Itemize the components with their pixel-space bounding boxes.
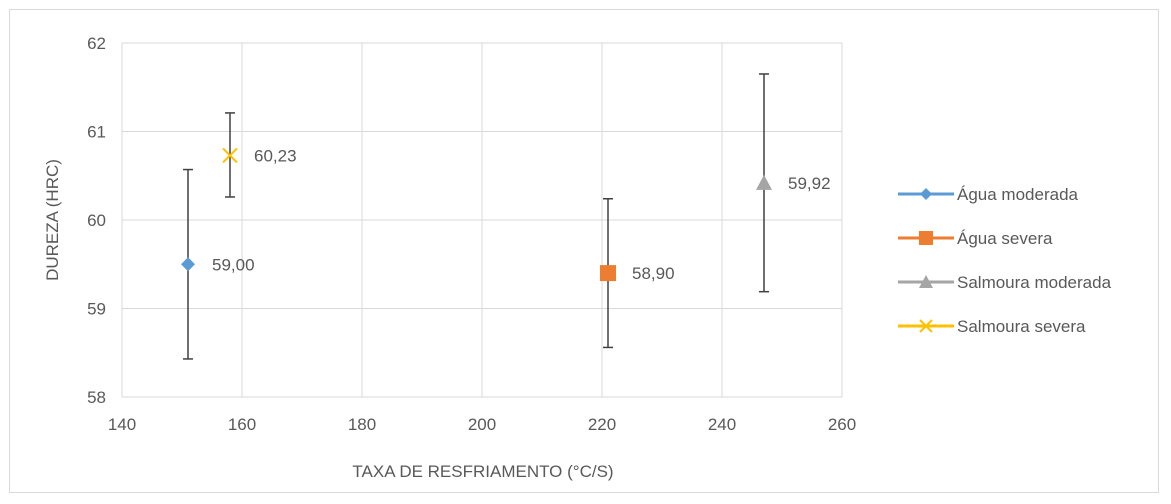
marker-diamond xyxy=(920,188,932,200)
y-tick-label: 60 xyxy=(87,211,106,230)
data-label: 60,23 xyxy=(254,146,297,165)
x-tick-label: 200 xyxy=(468,415,496,434)
data-label: 59,92 xyxy=(788,174,831,193)
legend-item: Água severa xyxy=(898,229,1053,248)
legend-label: Água severa xyxy=(957,229,1053,248)
x-tick-label: 240 xyxy=(708,415,736,434)
legend-label: Água moderada xyxy=(957,185,1079,204)
legend: Água moderada Água severa Salmoura moderad… xyxy=(898,185,1112,336)
tick-labels: 58 59 60 61 62 140 160 180 200 220 240 260 xyxy=(87,34,856,434)
marker-diamond xyxy=(181,257,195,272)
y-tick-label: 58 xyxy=(87,388,106,407)
y-tick-label: 61 xyxy=(87,123,106,142)
x-axis-title: TAXA DE RESFRIAMENTO (°C/S) xyxy=(352,462,613,481)
legend-item: Água moderada xyxy=(898,185,1079,204)
legend-label: Salmoura moderada xyxy=(957,273,1112,292)
grid xyxy=(121,42,843,398)
chart-frame xyxy=(9,9,1159,493)
data-markers xyxy=(181,147,772,282)
y-axis-title: DUREZA (HRC) xyxy=(43,159,62,281)
marker-square xyxy=(600,265,616,282)
marker-x-stroke xyxy=(919,319,933,333)
marker-square xyxy=(919,231,933,245)
marker-x-stroke xyxy=(222,147,238,164)
marker-triangle xyxy=(756,174,772,190)
x-tick-label: 260 xyxy=(828,415,856,434)
x-tick-label: 140 xyxy=(108,415,136,434)
error-bars xyxy=(183,73,769,360)
data-label: 59,00 xyxy=(212,255,255,274)
y-tick-label: 62 xyxy=(87,34,106,53)
y-tick-label: 59 xyxy=(87,300,106,319)
marker-x xyxy=(222,147,238,164)
legend-label: Salmoura severa xyxy=(957,317,1086,336)
legend-item: Salmoura moderada xyxy=(898,273,1112,292)
x-tick-label: 220 xyxy=(588,415,616,434)
data-labels: 59,00 58,90 59,92 60,23 xyxy=(212,146,831,283)
data-label: 58,90 xyxy=(632,264,675,283)
x-tick-label: 180 xyxy=(348,415,376,434)
legend-item: Salmoura severa xyxy=(898,317,1086,336)
marker-x xyxy=(919,319,933,333)
marker-triangle xyxy=(919,275,933,288)
x-tick-label: 160 xyxy=(228,415,256,434)
